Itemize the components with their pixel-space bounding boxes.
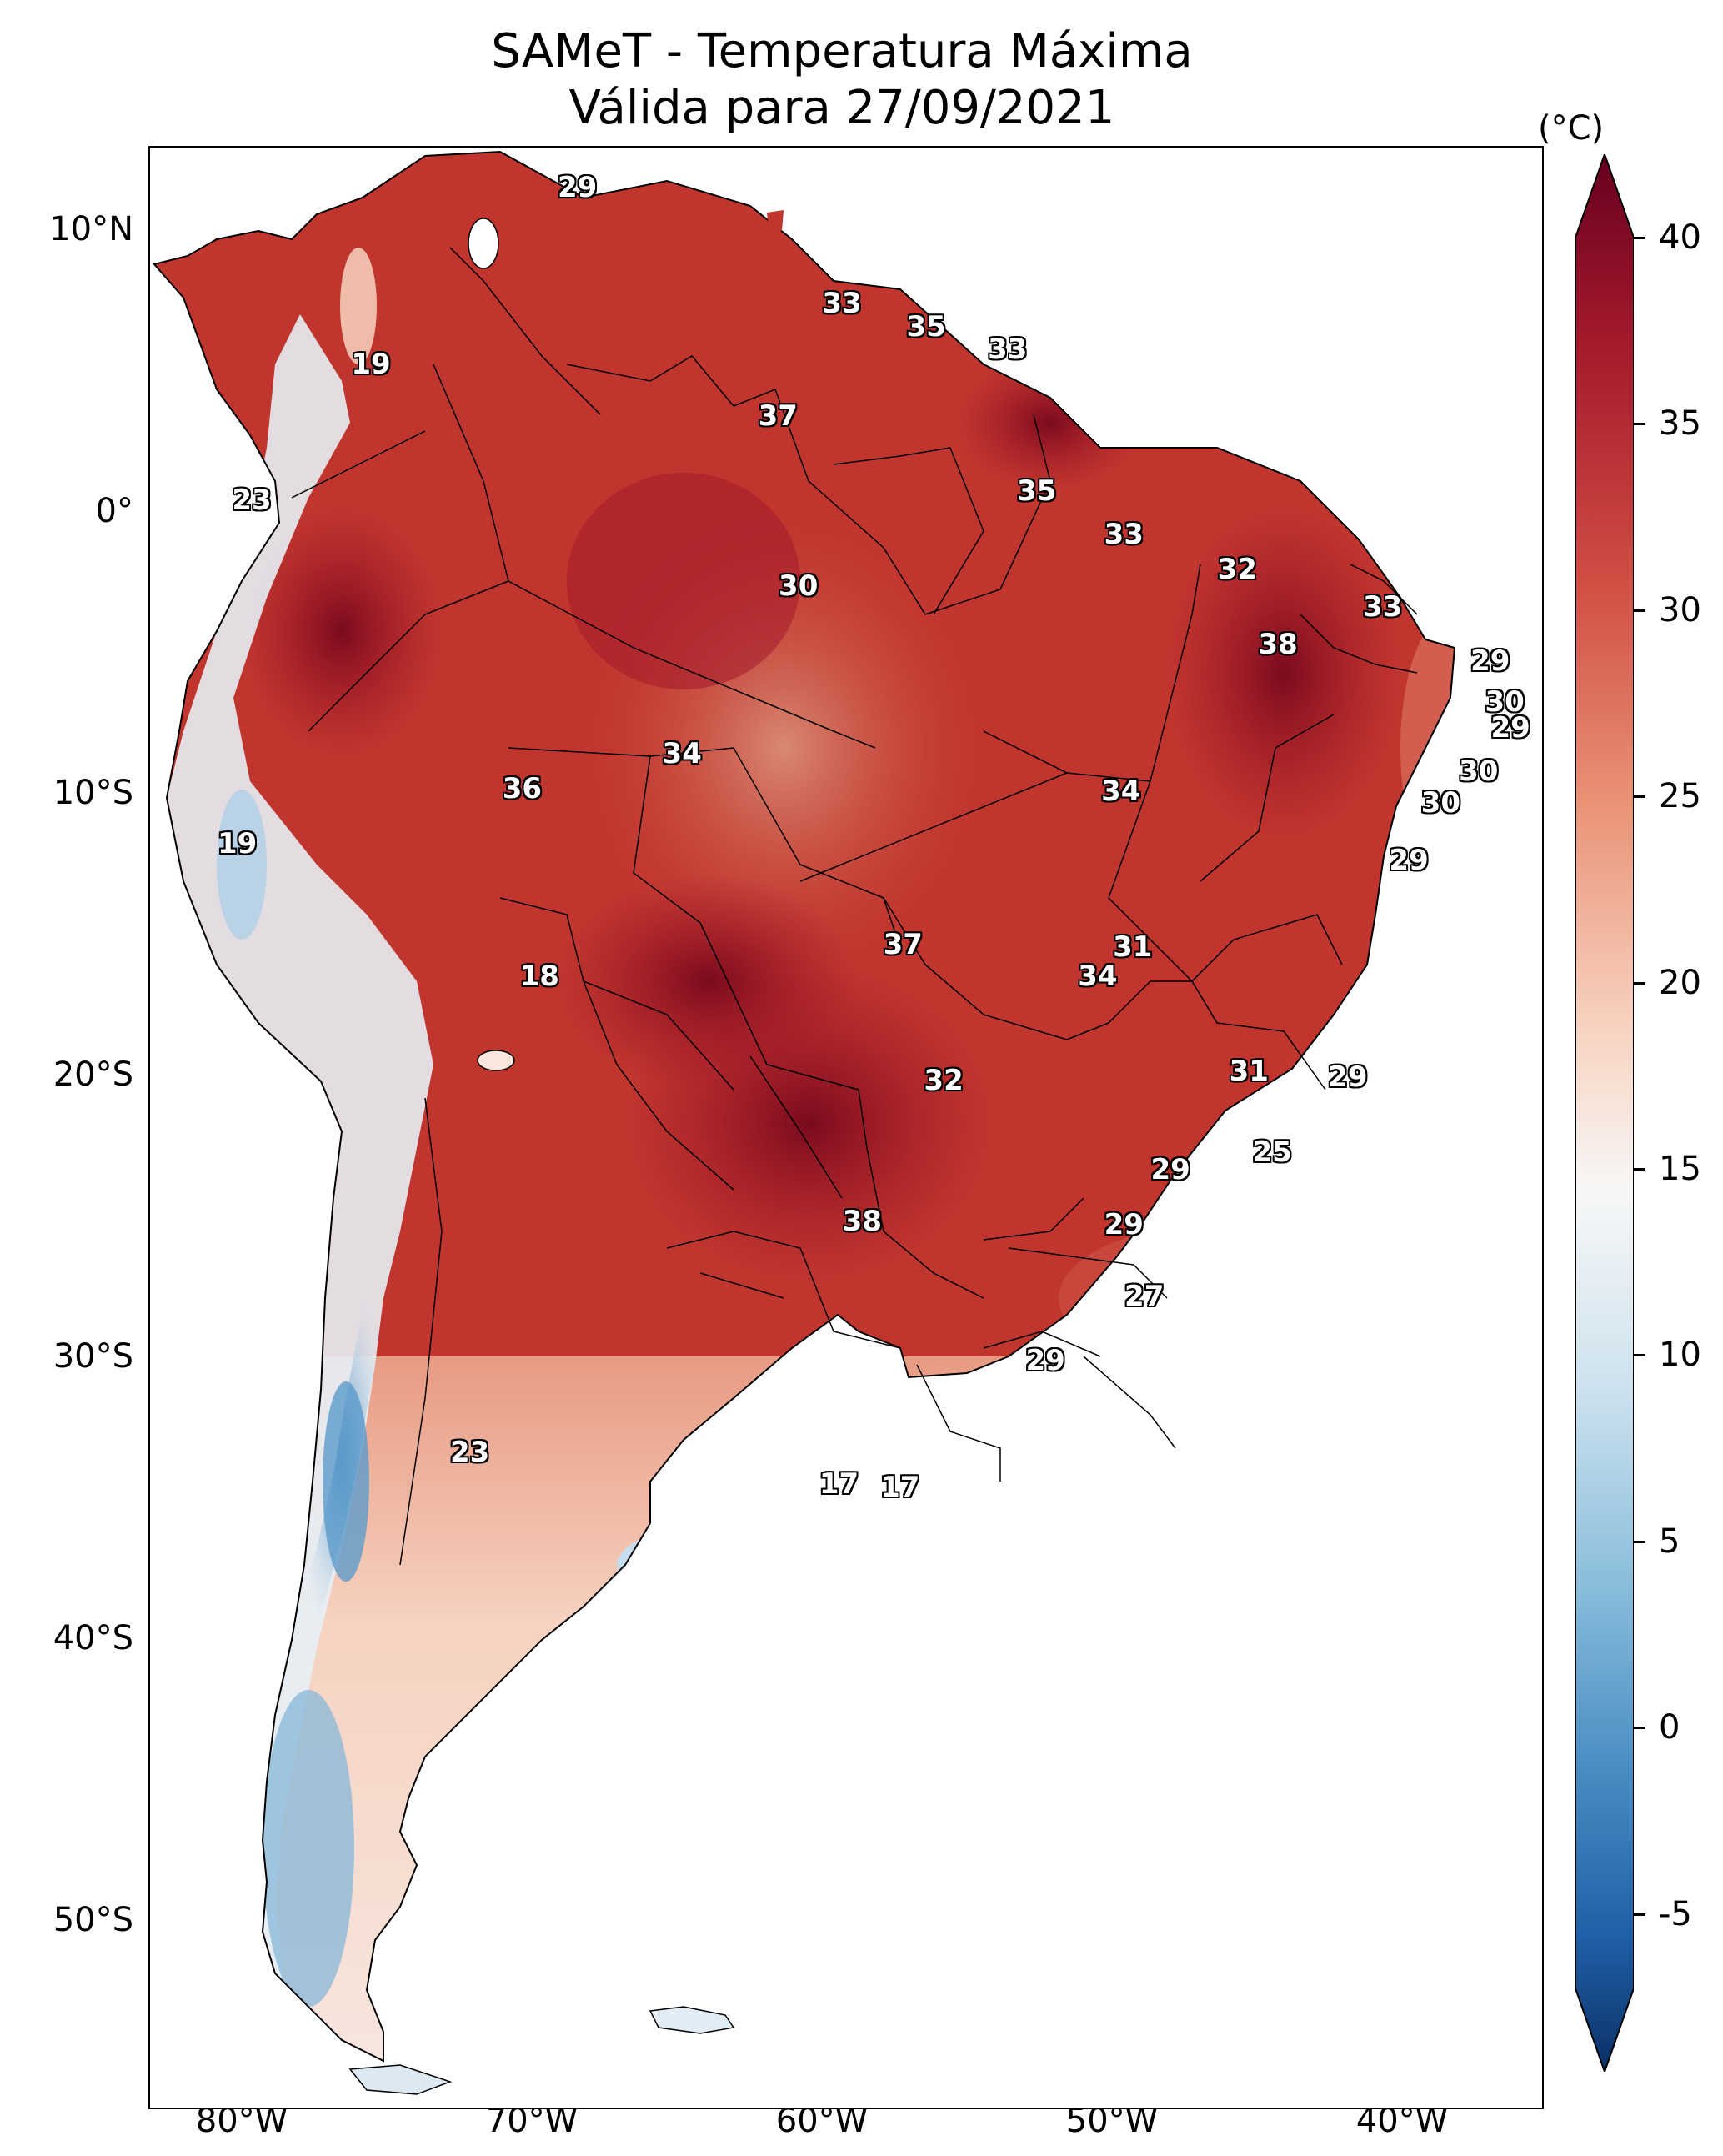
temperature-value-label: 23 — [449, 1436, 490, 1470]
temperature-value-label: 33 — [1363, 589, 1403, 624]
temperature-value-label: 29 — [1470, 644, 1510, 679]
temperature-value-label: 34 — [662, 737, 702, 771]
lat-label-10n: 10°N — [49, 210, 133, 248]
temperature-value-label: 19 — [351, 347, 391, 381]
temperature-value-label: 18 — [519, 959, 559, 993]
colorbar-tick-mark — [1634, 1540, 1645, 1543]
lat-label-20s: 20°S — [53, 1055, 133, 1094]
temperature-value-label: 17 — [880, 1470, 920, 1504]
temperature-value-label: 35 — [906, 309, 946, 343]
temperature-map: 29 19 33 35 33 37 23 35 33 32 30 33 38 29 30 29 34 36 34 30… — [148, 146, 1544, 2109]
temperature-value-label: 29 — [1490, 711, 1530, 745]
colorbar-tick-label: 40 — [1659, 218, 1701, 257]
colorbar-graphic — [1575, 151, 1635, 2075]
colorbar-tick-mark — [1634, 1913, 1645, 1916]
temperature-value-label: 34 — [1101, 775, 1141, 809]
temperature-value-label: 29 — [1025, 1343, 1065, 1377]
temperature-value-label: 29 — [1328, 1060, 1368, 1095]
temperature-value-label: 25 — [1252, 1136, 1292, 1170]
temperature-value-label: 29 — [557, 171, 598, 205]
lat-label-10s: 10°S — [53, 774, 133, 812]
temperature-value-label: 37 — [883, 927, 923, 961]
temperature-value-label: 29 — [1389, 844, 1429, 878]
temperature-value-label: 19 — [217, 826, 258, 860]
temperature-value-label: 32 — [1217, 552, 1257, 586]
temperature-value-label: 17 — [819, 1467, 859, 1502]
temperature-value-label: 33 — [822, 287, 862, 320]
colorbar-tick-label: 5 — [1659, 1522, 1680, 1561]
lat-label-40s: 40°S — [53, 1619, 133, 1657]
colorbar-tick-label: 10 — [1659, 1336, 1701, 1375]
colorbar-tick-label: 35 — [1659, 404, 1701, 444]
temperature-value-label: 31 — [1229, 1055, 1269, 1089]
temperature-value-label: 31 — [1113, 930, 1153, 965]
colorbar-tick-label: -5 — [1659, 1894, 1692, 1933]
colorbar-tick-label: 25 — [1659, 777, 1701, 816]
temperature-value-label: 32 — [924, 1063, 964, 1097]
colorbar-tick-mark — [1634, 981, 1645, 985]
map-subtitle-date: Válida para 27/09/2021 — [568, 81, 1115, 135]
colorbar-tick-label: 20 — [1659, 963, 1701, 1002]
colorbar-unit: (°C) — [1538, 109, 1605, 148]
temperature-value-label: 30 — [1420, 786, 1461, 820]
colorbar — [1575, 151, 1635, 2075]
temperature-value-label: 36 — [502, 771, 543, 805]
temperature-value-label: 38 — [842, 1205, 883, 1239]
map-title: SAMeT - Temperatura Máxima — [491, 24, 1193, 78]
temperature-value-label: 33 — [988, 333, 1028, 367]
temperature-value-label: 29 — [1104, 1207, 1144, 1241]
colorbar-tick-mark — [1634, 423, 1645, 426]
lat-label-0: 0° — [95, 492, 133, 530]
colorbar-tick-mark — [1634, 1168, 1645, 1171]
temperature-value-label: 23 — [232, 483, 272, 517]
temperature-value-label: 37 — [758, 399, 798, 434]
colorbar-tick-mark — [1634, 795, 1645, 799]
temperature-value-label: 34 — [1078, 959, 1118, 993]
temperature-value-label: 30 — [779, 569, 819, 604]
temperature-value-label: 38 — [1258, 627, 1298, 661]
temperature-value-label: 30 — [1485, 684, 1525, 719]
temperature-value-label: 35 — [1017, 474, 1057, 509]
temperature-value-label: 29 — [1150, 1152, 1190, 1186]
colorbar-tick-mark — [1634, 237, 1645, 239]
temperature-value-label: 30 — [1459, 755, 1499, 789]
colorbar-tick-mark — [1634, 1354, 1645, 1357]
lat-label-30s: 30°S — [53, 1337, 133, 1376]
temperature-value-label: 33 — [1104, 518, 1144, 552]
lat-label-50s: 50°S — [53, 1901, 133, 1939]
colorbar-tick-mark — [1634, 1727, 1645, 1730]
continent-map — [153, 151, 1455, 2095]
colorbar-tick-label: 15 — [1659, 1150, 1701, 1189]
colorbar-tick-label: 0 — [1659, 1708, 1680, 1747]
colorbar-tick-label: 30 — [1659, 590, 1701, 629]
temperature-value-label: 27 — [1124, 1280, 1165, 1314]
colorbar-tick-mark — [1634, 609, 1645, 612]
